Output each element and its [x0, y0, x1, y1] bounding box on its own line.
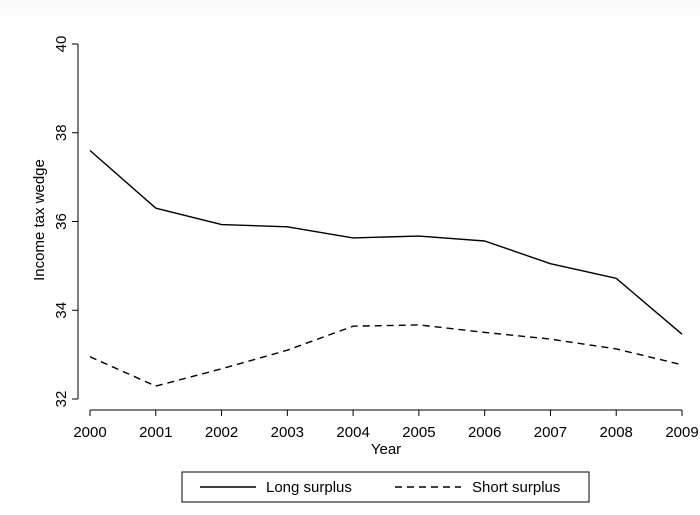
- series-layer: [89, 149, 683, 387]
- plot-frame-top: [0, 0, 700, 15]
- x-tick-label: 2005: [402, 424, 435, 441]
- series-line-short-surplus: [89, 324, 683, 387]
- x-tick-label: 2007: [534, 424, 567, 441]
- x-axis-title: Year: [371, 441, 401, 458]
- x-tick-label: 2001: [139, 424, 172, 441]
- y-axis-title: Income tax wedge: [31, 159, 48, 281]
- x-tick-label: 2000: [73, 424, 106, 441]
- y-tick-label: 40: [53, 36, 70, 53]
- y-tick-label: 32: [53, 391, 70, 408]
- y-tick-label: 36: [53, 213, 70, 230]
- axes: [77, 44, 682, 411]
- x-tick-label: 2004: [336, 424, 369, 441]
- x-tick-label: 2008: [600, 424, 633, 441]
- x-tick-label: 2006: [468, 424, 501, 441]
- x-tick-label: 2009: [665, 424, 698, 441]
- series-line-long-surplus: [89, 149, 683, 335]
- x-axis-ticks: 2000 2001 2002 2003 2004 2005 2006 2007 2008 2009: [73, 410, 699, 441]
- legend-label-short-surplus: Short surplus: [472, 479, 560, 496]
- y-tick-label: 34: [53, 302, 70, 319]
- legend: Long surplus Short surplus: [181, 471, 590, 503]
- y-axis-ticks: 32 34 36 38 40: [53, 36, 78, 408]
- x-tick-label: 2003: [271, 424, 304, 441]
- y-tick-label: 38: [53, 124, 70, 141]
- legend-label-long-surplus: Long surplus: [266, 479, 352, 496]
- x-tick-label: 2002: [205, 424, 238, 441]
